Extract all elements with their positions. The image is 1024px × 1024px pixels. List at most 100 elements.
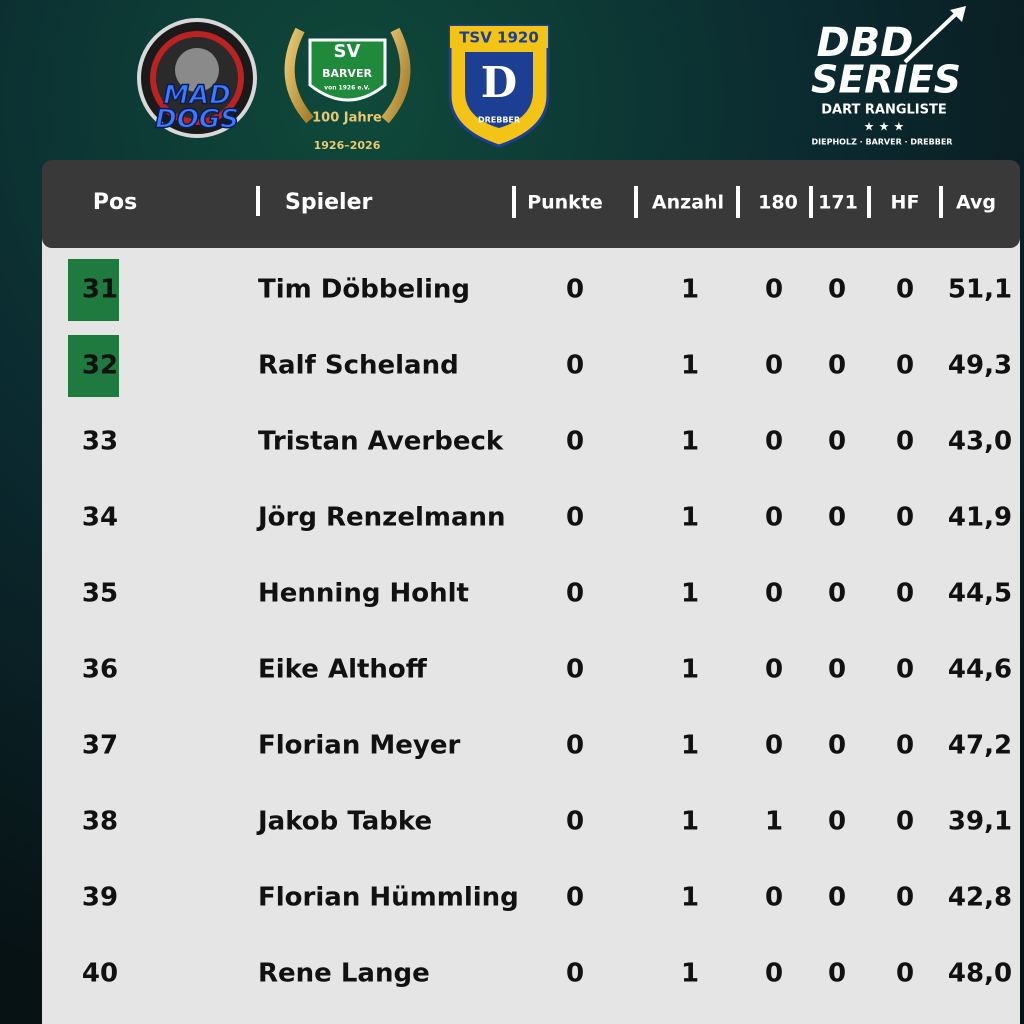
logo-text: 100 Jahre bbox=[312, 111, 382, 126]
table-cell: 48,0 bbox=[948, 959, 1012, 989]
table-cell: 1 bbox=[681, 351, 699, 381]
logo-text: MAD bbox=[163, 81, 231, 111]
logo-text: DART RANGLISTE bbox=[821, 103, 947, 118]
table-cell: 37 bbox=[82, 731, 118, 761]
column-header: 171 bbox=[818, 192, 858, 214]
logo-text: TSV 1920 bbox=[459, 29, 539, 47]
table-cell: 41,9 bbox=[948, 503, 1012, 533]
table-cell: 0 bbox=[896, 579, 914, 609]
table-row: 39 Florian Hümmling 0 1 0 0 0 42,8 bbox=[82, 883, 1012, 913]
table-cell: 49,3 bbox=[948, 351, 1012, 381]
position-highlight bbox=[68, 335, 119, 397]
table-cell: 0 bbox=[566, 807, 584, 837]
table-row: 37 Florian Meyer 0 1 0 0 0 47,2 bbox=[82, 731, 1012, 761]
table-cell: 0 bbox=[765, 503, 783, 533]
barver-logo: SV BARVER von 1926 e.V. 100 Jahre 1926–2… bbox=[284, 27, 411, 152]
table-row: 34 Jörg Renzelmann 0 1 0 0 0 41,9 bbox=[82, 503, 1012, 533]
table-cell: 0 bbox=[828, 579, 846, 609]
table-cell: 0 bbox=[828, 883, 846, 913]
table-cell: 0 bbox=[828, 351, 846, 381]
table-cell: 0 bbox=[566, 655, 584, 685]
logo-text: BARVER bbox=[322, 67, 372, 80]
player-name: Rene Lange bbox=[258, 959, 430, 989]
table-row: 40 Rene Lange 0 1 0 0 0 48,0 bbox=[82, 959, 1012, 989]
table-cell: 0 bbox=[896, 655, 914, 685]
table-body bbox=[42, 235, 1020, 1024]
table-cell: 0 bbox=[765, 351, 783, 381]
table-cell: 31 bbox=[82, 275, 118, 305]
table-cell: 32 bbox=[82, 351, 118, 381]
table-cell: 0 bbox=[566, 579, 584, 609]
table-cell: 47,2 bbox=[948, 731, 1012, 761]
table-cell: 39,1 bbox=[948, 807, 1012, 837]
table-row: 36 Eike Althoff 0 1 0 0 0 44,6 bbox=[82, 655, 1012, 685]
column-header: Anzahl bbox=[652, 192, 724, 214]
column-header: Avg bbox=[956, 192, 996, 214]
logo-text: ★ ★ ★ bbox=[864, 120, 905, 134]
table-cell: 44,5 bbox=[948, 579, 1012, 609]
table-cell: 0 bbox=[896, 959, 914, 989]
position-highlight bbox=[68, 259, 119, 321]
table-cell: 0 bbox=[896, 427, 914, 457]
player-name: Florian Hümmling bbox=[258, 883, 519, 913]
table-cell: 1 bbox=[681, 579, 699, 609]
table-cell: 34 bbox=[82, 503, 118, 533]
table-cell: 0 bbox=[896, 883, 914, 913]
table-cell: 44,6 bbox=[948, 655, 1012, 685]
table-cell: 0 bbox=[765, 731, 783, 761]
table-cell: 1 bbox=[681, 959, 699, 989]
logo-text: von 1926 e.V. bbox=[324, 85, 370, 92]
table-cell: 0 bbox=[828, 959, 846, 989]
table-cell: 0 bbox=[765, 883, 783, 913]
table-cell: 0 bbox=[828, 731, 846, 761]
logo-text: DOGS bbox=[155, 105, 239, 135]
table-cell: 0 bbox=[896, 351, 914, 381]
logo-text: D bbox=[481, 58, 517, 107]
table-cell: 0 bbox=[765, 655, 783, 685]
table-cell: 40 bbox=[82, 959, 118, 989]
table-cell: 38 bbox=[82, 807, 118, 837]
column-header: HF bbox=[891, 192, 920, 214]
table-cell: 42,8 bbox=[948, 883, 1012, 913]
table-rows: 31 Tim Döbbeling 0 1 0 0 0 51,1 32 Ralf Scheland 0… bbox=[68, 259, 1012, 989]
table-cell: 0 bbox=[828, 807, 846, 837]
player-name: Florian Meyer bbox=[258, 731, 460, 761]
table-cell: 0 bbox=[765, 275, 783, 305]
table-cell: 51,1 bbox=[948, 275, 1012, 305]
player-name: Ralf Scheland bbox=[258, 351, 459, 381]
table-row: 31 Tim Döbbeling 0 1 0 0 0 51,1 bbox=[68, 259, 1012, 321]
table-row: 32 Ralf Scheland 0 1 0 0 0 49,3 bbox=[68, 335, 1012, 397]
table-cell: 0 bbox=[828, 427, 846, 457]
player-name: Jörg Renzelmann bbox=[256, 503, 506, 533]
table-cell: 1 bbox=[681, 883, 699, 913]
table-cell: 0 bbox=[566, 883, 584, 913]
table-cell: 0 bbox=[765, 427, 783, 457]
maddogs-logo: MAD DOGS bbox=[137, 18, 257, 138]
logo-text: DBD bbox=[817, 20, 914, 66]
player-name: Jakob Tabke bbox=[256, 807, 432, 837]
table-cell: 0 bbox=[765, 959, 783, 989]
table-row: 35 Henning Hohlt 0 1 0 0 0 44,5 bbox=[82, 579, 1012, 609]
table-cell: 1 bbox=[681, 427, 699, 457]
table-cell: 0 bbox=[896, 275, 914, 305]
table-cell: 0 bbox=[765, 579, 783, 609]
table-cell: 0 bbox=[896, 807, 914, 837]
table-cell: 1 bbox=[681, 275, 699, 305]
table-cell: 1 bbox=[681, 807, 699, 837]
table-header bbox=[42, 160, 1020, 248]
column-header: Pos bbox=[93, 190, 137, 215]
column-header: 180 bbox=[758, 192, 798, 214]
table-cell: 0 bbox=[566, 731, 584, 761]
table-cell: 0 bbox=[566, 959, 584, 989]
table-cell: 0 bbox=[896, 503, 914, 533]
player-name: Tristan Averbeck bbox=[258, 427, 504, 457]
logo-text: SERIES bbox=[811, 58, 961, 102]
table-cell: 0 bbox=[566, 351, 584, 381]
table-row: 38 Jakob Tabke 0 1 1 0 0 39,1 bbox=[82, 807, 1012, 837]
table-row: 33 Tristan Averbeck 0 1 0 0 0 43,0 bbox=[82, 427, 1012, 457]
table-cell: 33 bbox=[82, 427, 118, 457]
table-cell: 39 bbox=[82, 883, 118, 913]
table-cell: 0 bbox=[566, 503, 584, 533]
table-cell: 1 bbox=[681, 503, 699, 533]
